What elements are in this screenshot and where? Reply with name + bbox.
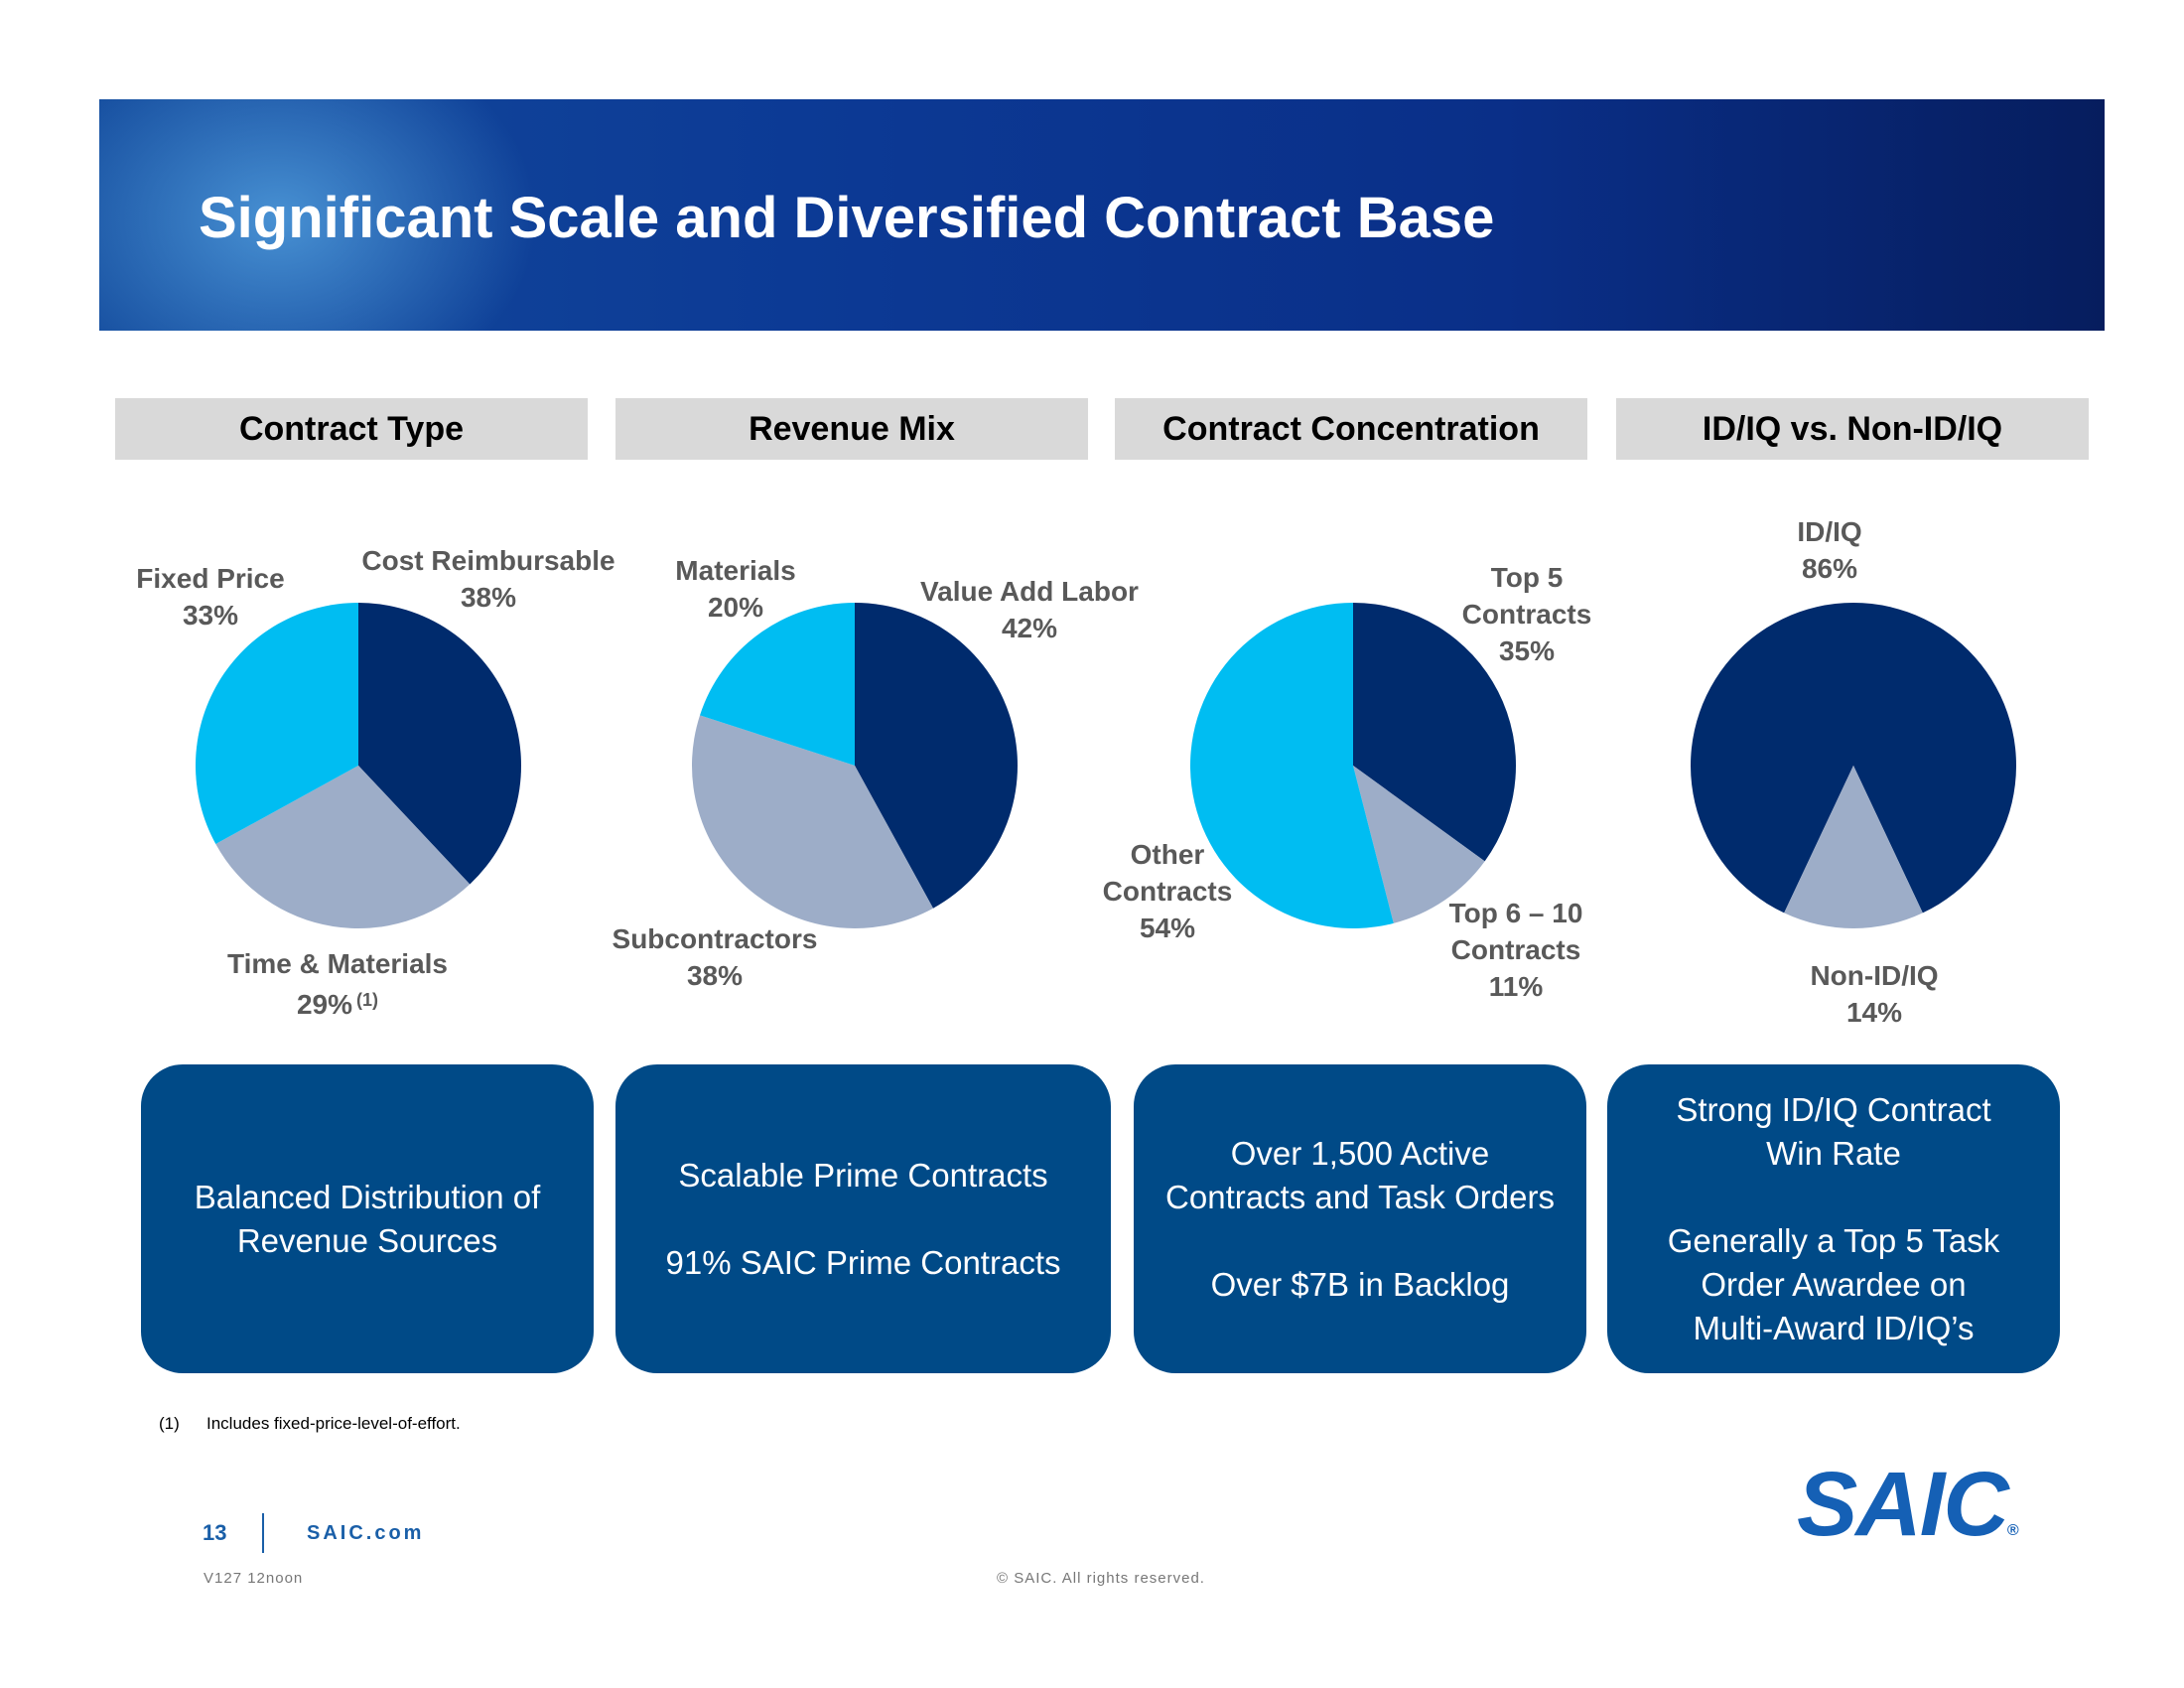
value-label: 35% bbox=[1498, 635, 1556, 666]
pie-slice bbox=[358, 603, 521, 885]
value-label: 86% bbox=[1801, 553, 1858, 584]
summary-paragraph: Balanced Distribution of Revenue Sources bbox=[195, 1176, 541, 1263]
value-label: 11% bbox=[1488, 971, 1544, 1002]
value-label: 38% bbox=[460, 582, 517, 613]
summary-paragraph: 91% SAIC Prime Contracts bbox=[666, 1241, 1061, 1285]
value-label: 29% bbox=[296, 989, 353, 1020]
slice-label: Value Add Labor 42% bbox=[920, 573, 1139, 646]
pie-slice bbox=[1353, 603, 1516, 862]
value-label: 54% bbox=[1139, 913, 1196, 943]
summary-line: Over 1,500 Active bbox=[1230, 1134, 1490, 1172]
summary-paragraph: Over $7B in Backlog bbox=[1211, 1263, 1510, 1307]
slice-label: Top 5 Contracts 35% bbox=[1442, 559, 1611, 669]
summary-paragraph: Scalable Prime Contracts bbox=[678, 1154, 1047, 1197]
footnote-text: Includes fixed-price-level-of-effort. bbox=[206, 1414, 461, 1433]
category-label: Subcontractors bbox=[612, 923, 818, 954]
slice-label: Fixed Price 33% bbox=[136, 560, 284, 633]
slice-label: Top 6 – 10 Contracts 11% bbox=[1432, 895, 1600, 1005]
category-label: Other Contracts bbox=[1102, 839, 1233, 907]
category-label: Fixed Price bbox=[136, 563, 285, 594]
pie-slice bbox=[692, 715, 934, 928]
summary-line: Strong ID/IQ Contract bbox=[1676, 1090, 1991, 1128]
slice-label: Time & Materials 29% (1) bbox=[227, 945, 448, 1023]
category-label: Non-ID/IQ bbox=[1810, 960, 1939, 991]
slice-label: Other Contracts 54% bbox=[1083, 836, 1252, 946]
summary-box: Scalable Prime Contracts 91% SAIC Prime C… bbox=[615, 1064, 1111, 1373]
logo: SAIC® bbox=[1797, 1454, 2019, 1581]
summary-line: Balanced Distribution of bbox=[194, 1178, 541, 1215]
pie-slice bbox=[195, 602, 358, 845]
pie-slice bbox=[855, 603, 1019, 909]
section-header: ID/IQ vs. Non-ID/IQ bbox=[1616, 398, 2089, 460]
summary-box: Strong ID/IQ Contract Win Rate Generally a… bbox=[1607, 1064, 2060, 1373]
site-link: SAIC.com bbox=[307, 1522, 425, 1544]
category-label: Top 6 – 10 Contracts bbox=[1448, 898, 1583, 965]
slice-label: Non-ID/IQ 14% bbox=[1810, 957, 1938, 1031]
category-label: Top 5 Contracts bbox=[1461, 562, 1592, 630]
section-header: Revenue Mix bbox=[615, 398, 1088, 460]
value-label: 14% bbox=[1845, 997, 1903, 1028]
pie-slice bbox=[1691, 603, 2016, 914]
value-label: 42% bbox=[1001, 613, 1058, 643]
version: V127 12noon bbox=[204, 1570, 304, 1587]
copyright: © SAIC. All rights reserved. bbox=[997, 1570, 1205, 1587]
slide-title: Significant Scale and Diversified Contra… bbox=[199, 186, 1495, 250]
logo-mark: ® bbox=[2006, 1522, 2019, 1539]
category-label: Materials bbox=[675, 555, 796, 586]
slice-label: ID/IQ 86% bbox=[1797, 513, 1861, 587]
slice-label: Materials 20% bbox=[675, 552, 795, 626]
pie-slice bbox=[1353, 766, 1485, 923]
header-banner bbox=[99, 99, 2105, 331]
pie-slice bbox=[1784, 766, 1923, 928]
summary-line: Win Rate bbox=[1766, 1134, 1901, 1172]
summary-line: Scalable Prime Contracts bbox=[678, 1156, 1048, 1194]
category-label: Time & Materials bbox=[226, 948, 449, 979]
footer-divider bbox=[262, 1513, 264, 1553]
pie-slice bbox=[700, 603, 855, 766]
category-label: Value Add Labor bbox=[920, 576, 1139, 607]
summary-line: Contracts and Task Orders bbox=[1165, 1178, 1555, 1215]
footnote-ref: (1) bbox=[356, 990, 379, 1010]
pie-slice bbox=[1190, 603, 1394, 928]
summary-box: Over 1,500 Active Contracts and Task Orde… bbox=[1134, 1064, 1586, 1373]
pie-slice bbox=[215, 766, 471, 928]
category-label: Cost Reimbursable bbox=[361, 545, 615, 576]
footnote-marker: (1) bbox=[159, 1414, 180, 1433]
logo-text: SAIC bbox=[1797, 1454, 2009, 1555]
summary-line: Over $7B in Backlog bbox=[1210, 1265, 1510, 1303]
summary-box: Balanced Distribution of Revenue Sources bbox=[141, 1064, 594, 1373]
slice-label: Cost Reimbursable 38% bbox=[361, 542, 614, 616]
summary-paragraph: Strong ID/IQ Contract Win Rate bbox=[1676, 1088, 1990, 1176]
value-label: 33% bbox=[182, 600, 239, 631]
section-header: Contract Type bbox=[115, 398, 588, 460]
summary-line: 91% SAIC Prime Contracts bbox=[665, 1243, 1061, 1281]
summary-line: Multi-Award ID/IQ’s bbox=[1693, 1309, 1975, 1346]
value-label: 20% bbox=[707, 592, 764, 623]
slice-label: Subcontractors 38% bbox=[613, 920, 818, 994]
page-number: 13 bbox=[203, 1520, 227, 1545]
summary-line: Generally a Top 5 Task bbox=[1667, 1221, 2000, 1259]
summary-line: Revenue Sources bbox=[236, 1221, 498, 1259]
value-label: 38% bbox=[686, 960, 744, 991]
category-label: ID/IQ bbox=[1797, 516, 1862, 547]
summary-paragraph: Over 1,500 Active Contracts and Task Orde… bbox=[1165, 1132, 1555, 1219]
summary-paragraph: Generally a Top 5 Task Order Awardee on Mu… bbox=[1668, 1219, 1999, 1350]
summary-line: Order Awardee on bbox=[1701, 1265, 1967, 1303]
section-header: Contract Concentration bbox=[1115, 398, 1587, 460]
